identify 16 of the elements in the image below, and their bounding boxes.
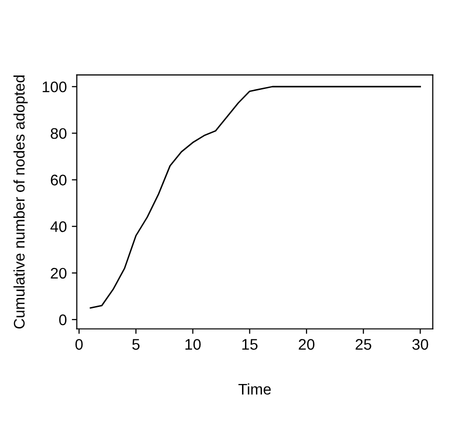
x-tick-label: 25 [356,339,372,350]
y-tick-label: 40 [50,221,66,232]
y-tick-label: 100 [42,81,66,92]
y-tick-label: 0 [59,314,66,326]
x-tick-label: 20 [298,339,314,350]
y-tick-label: 80 [50,128,66,139]
x-tick-label: 10 [185,339,201,350]
line-series [90,86,421,309]
x-tick-label: 0 [75,339,83,350]
x-tick-label: 30 [412,339,428,350]
y-axis-title: Cumulative number of nodes adopted [13,76,28,329]
x-tick-label: 15 [242,339,258,350]
x-axis-title: Time [238,383,271,395]
x-tick-label: 5 [132,339,140,350]
y-tick-label: 20 [50,268,66,279]
y-tick-label: 60 [50,174,66,186]
